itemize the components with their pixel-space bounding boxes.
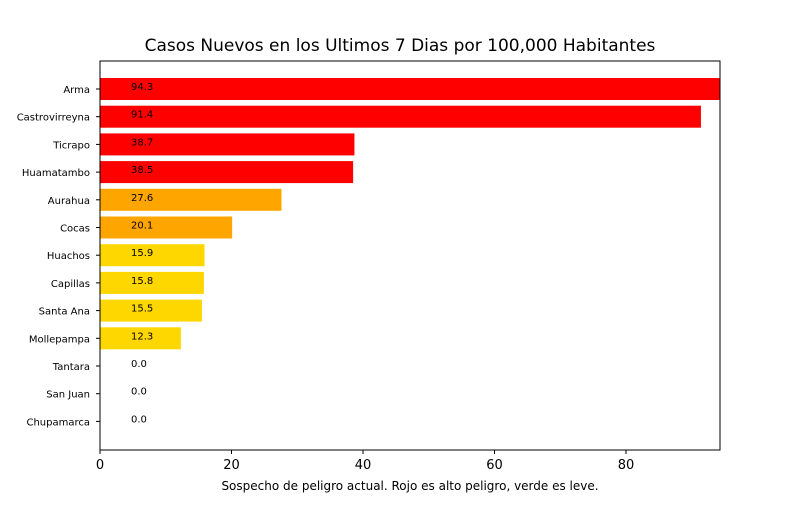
y-tick-label: Aurahua xyxy=(48,196,90,207)
bar-ticrapo xyxy=(100,133,355,156)
data-label: 38.5 xyxy=(131,165,153,176)
x-tick-label: 0 xyxy=(96,458,104,473)
data-label: 15.8 xyxy=(131,276,153,287)
y-tick-label: Chupamarca xyxy=(26,417,90,428)
bar-mollepampa xyxy=(100,327,181,350)
bar-capillas xyxy=(100,271,204,294)
x-tick-label: 20 xyxy=(223,458,240,473)
data-label: 20.1 xyxy=(131,221,153,232)
bar-arma xyxy=(100,78,720,100)
data-label: 38.7 xyxy=(131,137,153,148)
bar-huamatambo xyxy=(100,161,354,184)
x-tick-label: 40 xyxy=(355,458,372,473)
data-label: 15.5 xyxy=(131,304,153,315)
data-labels: 94.3 91.4 38.7 38.5 27.6 20.1 15.9 15.8 15.5 12.3… xyxy=(131,82,153,425)
data-label: 15.9 xyxy=(131,248,153,259)
data-label: 12.3 xyxy=(131,331,153,342)
data-label: 0.0 xyxy=(131,387,147,398)
y-tick-label: Santa Ana xyxy=(39,307,90,318)
bar-santa-ana xyxy=(100,299,202,322)
bar-castrovirreyna xyxy=(100,105,701,128)
y-tick-label: Huamatambo xyxy=(22,168,90,179)
x-tick-label: 60 xyxy=(486,458,503,473)
x-axis-ticks: 0 20 40 60 80 xyxy=(96,450,634,473)
y-tick-label: Cocas xyxy=(60,224,90,235)
y-tick-label: Mollepampa xyxy=(29,334,90,345)
y-tick-label: Tantara xyxy=(52,362,90,373)
bar-cocas xyxy=(100,216,233,239)
chart-title: Casos Nuevos en los Ultimos 7 Dias por 1… xyxy=(145,36,656,56)
data-label: 94.3 xyxy=(131,82,153,93)
data-label: 91.4 xyxy=(131,110,153,121)
y-tick-label: Castrovirreyna xyxy=(17,113,90,124)
x-tick-label: 80 xyxy=(618,458,635,473)
bars-group xyxy=(100,78,720,350)
plot-frame xyxy=(99,60,721,451)
data-label: 0.0 xyxy=(131,359,147,370)
y-tick-label: San Juan xyxy=(46,390,90,401)
y-tick-label: Huachos xyxy=(47,251,90,262)
y-tick-label: Arma xyxy=(63,85,90,96)
data-label: 0.0 xyxy=(131,414,147,425)
bar-aurahua xyxy=(100,188,282,211)
bar-huachos xyxy=(100,244,205,267)
y-tick-label: Ticrapo xyxy=(52,140,90,151)
x-axis-label: Sospecho de peligro actual. Rojo es alto… xyxy=(221,479,598,493)
data-label: 27.6 xyxy=(131,193,153,204)
y-tick-label: Capillas xyxy=(51,279,90,290)
y-tick-labels: Arma Castrovirreyna Ticrapo Huamatambo Aurah… xyxy=(17,85,100,428)
